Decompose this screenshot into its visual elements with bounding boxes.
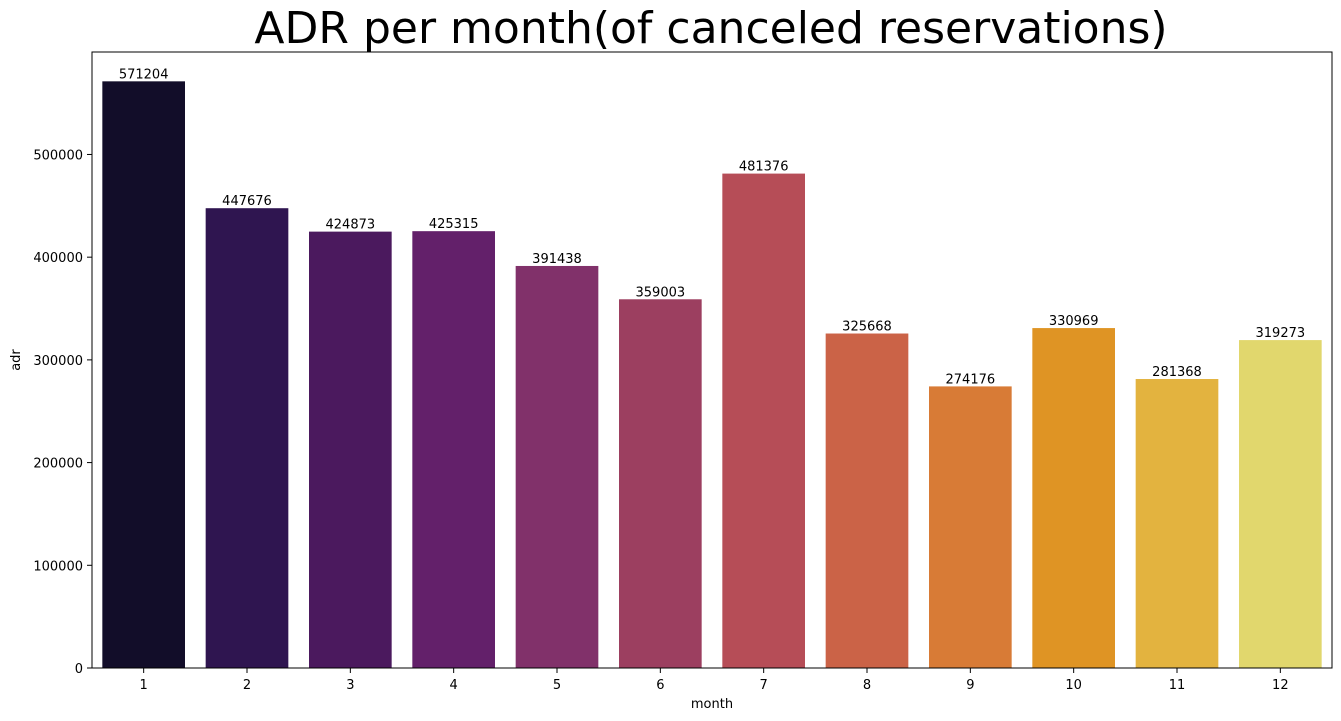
y-tick-label: 100000 xyxy=(33,559,83,574)
y-axis-label: adr xyxy=(9,349,24,371)
y-tick-label: 200000 xyxy=(33,457,83,472)
x-axis-label: month xyxy=(691,697,733,712)
bar-month-3 xyxy=(309,231,392,668)
y-tick-label: 300000 xyxy=(33,354,83,369)
y-tick-label: 400000 xyxy=(33,251,83,266)
bar-value-label: 571204 xyxy=(119,67,169,82)
x-tick-label: 2 xyxy=(243,678,251,693)
bar-month-6 xyxy=(619,299,702,668)
bar-value-label: 447676 xyxy=(222,194,272,209)
y-axis: 0 100000 200000 300000 400000 500000 xyxy=(33,148,92,677)
bar-value-label: 359003 xyxy=(636,285,686,300)
x-tick-label: 11 xyxy=(1169,678,1186,693)
y-tick-label: 0 xyxy=(75,662,83,677)
x-tick-label: 1 xyxy=(140,678,148,693)
x-tick-label: 9 xyxy=(966,678,974,693)
x-tick-label: 10 xyxy=(1065,678,1082,693)
bar-month-7 xyxy=(722,173,805,668)
bar-value-label: 325668 xyxy=(842,320,892,335)
bar-value-label: 424873 xyxy=(326,218,376,233)
bar-value-label: 319273 xyxy=(1256,326,1306,341)
x-tick-label: 6 xyxy=(656,678,664,693)
bars-group xyxy=(102,81,1322,669)
bar-month-9 xyxy=(929,386,1012,668)
x-tick-label: 4 xyxy=(450,678,458,693)
x-tick-label: 3 xyxy=(346,678,354,693)
x-tick-label: 12 xyxy=(1272,678,1289,693)
bar-month-8 xyxy=(825,333,909,668)
bar-value-label: 330969 xyxy=(1049,314,1099,329)
bar-labels-group: 571204 447676 424873 425315 391438 359003 4813… xyxy=(119,67,1305,387)
chart-title: ADR per month(of canceled reservations) xyxy=(254,3,1167,54)
bar-month-1 xyxy=(102,81,185,669)
bar-value-label: 281368 xyxy=(1152,365,1202,380)
bar-month-11 xyxy=(1135,379,1219,668)
plot-frame xyxy=(91,51,1333,669)
x-axis: 1 2 3 4 5 6 7 8 9 10 11 12 xyxy=(140,668,1289,693)
bar-month-10 xyxy=(1032,328,1115,668)
bar-month-4 xyxy=(412,231,495,668)
bar-month-12 xyxy=(1239,340,1322,668)
bar-month-5 xyxy=(515,265,599,668)
y-tick-label: 500000 xyxy=(33,148,83,163)
bar-value-label: 425315 xyxy=(429,217,479,232)
bar-value-label: 274176 xyxy=(946,372,996,387)
x-tick-label: 8 xyxy=(863,678,871,693)
bar-value-label: 481376 xyxy=(739,160,789,175)
x-tick-label: 5 xyxy=(553,678,561,693)
x-tick-label: 7 xyxy=(760,678,768,693)
bar-month-2 xyxy=(205,208,289,668)
bar-value-label: 391438 xyxy=(532,252,582,267)
